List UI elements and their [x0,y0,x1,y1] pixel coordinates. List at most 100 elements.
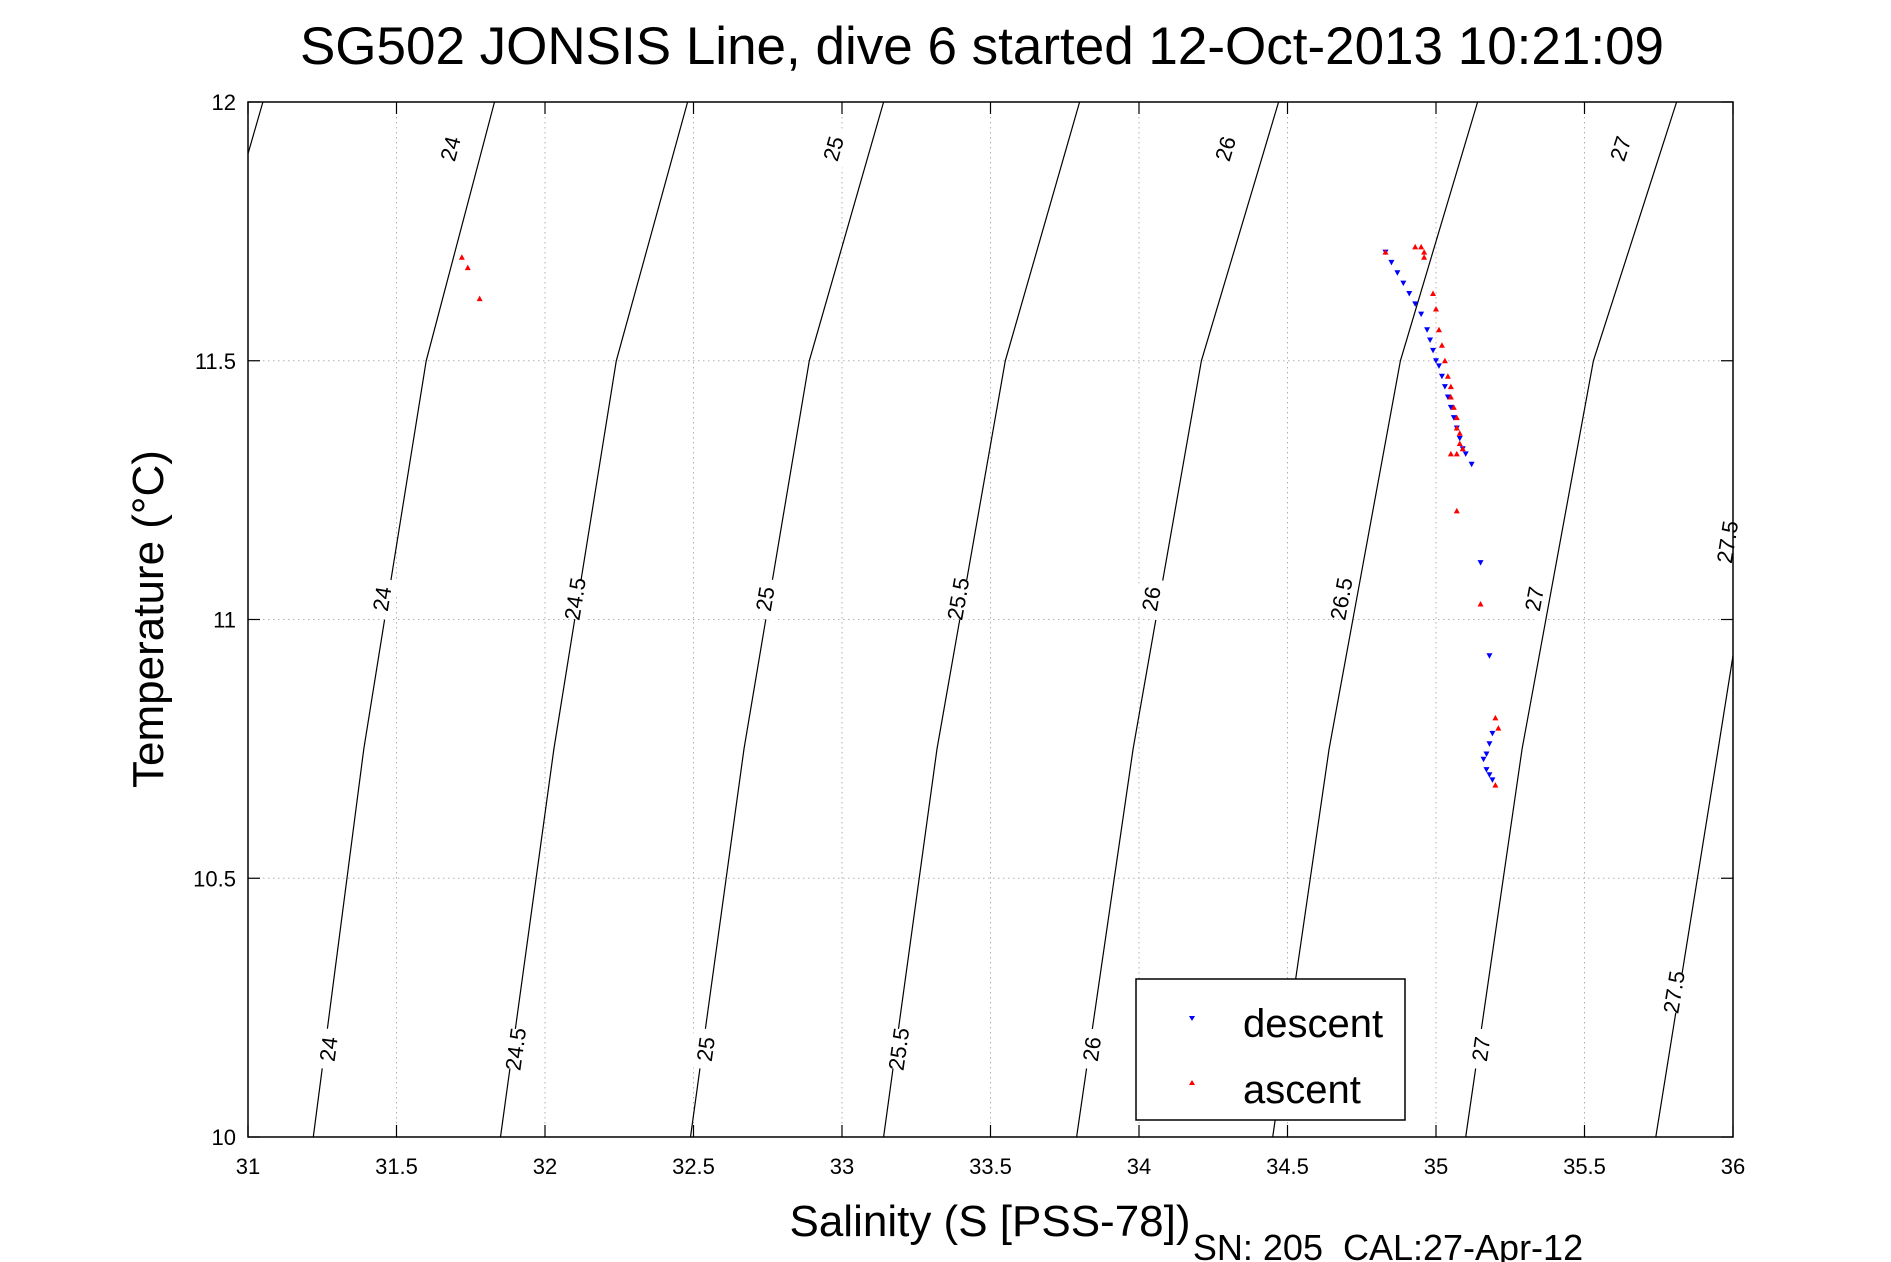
descent-point [1400,280,1407,287]
x-tick-label: 34 [1127,1154,1151,1179]
chart-title: SG502 JONSIS Line, dive 6 started 12-Oct… [300,17,1664,76]
descent-point [1418,311,1425,318]
ascent-point [1453,507,1460,514]
isopycnal-label-bg [1600,125,1640,172]
isopycnal-label-bg [1133,576,1169,621]
descent-point [1462,451,1469,457]
x-tick-label: 31 [236,1154,260,1179]
isopycnal-label-bg [1074,1027,1109,1071]
data-points [458,243,1502,788]
isopycnal-line [499,102,689,1137]
descent-point [1456,435,1463,442]
isopycnal-label-bg [498,1027,532,1071]
isopycnal-line [883,102,1081,1137]
ascent-point [1418,243,1425,250]
ascent-point [1477,600,1484,607]
isopycnal-label-bg [814,125,853,172]
ascent-point [1453,414,1460,421]
isopycnal-line [1272,102,1479,1137]
isopycnal-line [248,102,264,154]
ascent-point [1456,440,1463,447]
legend-ascent-marker [1189,1080,1195,1085]
y-tick-label: 11.5 [195,349,236,374]
descent-point [1483,751,1490,758]
ascent-point [476,295,483,302]
ascent-point [1495,725,1502,731]
ascent-point [1382,249,1389,255]
isopycnal-label-bg [1516,576,1552,621]
isopycnal-line [689,102,885,1137]
ascent-point [1435,326,1442,333]
descent-point [1486,772,1493,778]
ascent-point [1456,430,1463,436]
ascent-point [1447,393,1454,400]
ascent-point [1430,290,1437,296]
x-tick-label: 35 [1424,1154,1448,1179]
x-tick-label: 34.5 [1266,1154,1309,1179]
x-tick-label: 31.5 [375,1154,418,1179]
ascent-point [1441,357,1448,364]
isopycnal-label: 27 [1467,1035,1495,1063]
x-axis-label: Salinity (S [PSS-78]) [789,1197,1190,1246]
isopycnal-label-bg [747,576,782,621]
ascent-point [1421,254,1428,260]
descent-point [1483,767,1490,773]
legend-descent-label: descent [1243,1002,1383,1046]
x-tick-label: 33.5 [969,1154,1012,1179]
y-axis-label: Temperature (°C) [124,450,173,788]
x-tick-label: 36 [1721,1154,1745,1179]
descent-point [1489,777,1496,783]
isopycnal-label-bg [1205,125,1245,172]
isopycnal-label-bg [1463,1027,1498,1071]
isopycnal-line [1465,102,1678,1137]
x-tick-label: 35.5 [1563,1154,1606,1179]
isopycnal-label: 25 [751,585,780,613]
ascent-point [1453,450,1460,457]
isopycnal-label-bg [1710,519,1745,564]
descent-point [1433,358,1439,364]
descent-point [1480,756,1487,763]
isopycnal-label: 25 [692,1035,720,1063]
descent-point [1441,384,1448,390]
ascent-point [1492,714,1499,721]
ascent-point [1438,342,1445,348]
legend: descent ascent [1135,978,1406,1121]
descent-point [1394,270,1401,276]
y-tick-label: 10 [212,1125,236,1150]
isopycnal-label-bg [431,125,469,172]
descent-point [1427,337,1434,344]
descent-point [1468,461,1475,468]
isopycnal-label-bg [1656,970,1691,1015]
descent-point [1450,415,1457,421]
isopycnal-line [1076,102,1280,1137]
isopycnal-label-bg [1323,576,1359,621]
descent-point [1435,363,1442,369]
descent-point [1444,394,1451,400]
descent-point [1424,327,1431,333]
isopycnal-contours: 24242424.524.525252525.525.526262626.527… [248,102,1745,1137]
legend-descent-marker [1189,1016,1195,1021]
isopycnal-line [312,102,496,1137]
ascent-point [1453,425,1460,431]
axis-ticks: 31 31.5 32 32.5 33 33.5 34 34.5 35 35.5 36 10 10.5 11… [193,90,1745,1179]
descent-point [1447,404,1454,411]
descent-point [1486,653,1493,659]
descent-point [1412,301,1419,307]
isopycnal-label-bg [940,576,976,621]
isopycnal-label-bg [311,1027,345,1071]
isopycnal-label-bg [557,576,592,621]
ascent-point [1444,373,1451,379]
isopycnal-label-bg [688,1027,722,1071]
isopycnal-label: 27 [1520,585,1549,614]
ascent-point [1450,404,1457,410]
descent-point [1489,730,1496,737]
ascent-point [458,254,465,260]
y-tick-label: 12 [212,90,236,115]
ascent-point [1459,445,1466,452]
ascent-point [1447,383,1454,390]
ascent-point [464,264,471,271]
isopycnal-label: 26 [1078,1035,1106,1063]
isopycnal-label: 24 [315,1035,343,1063]
legend-box [1135,978,1406,1121]
